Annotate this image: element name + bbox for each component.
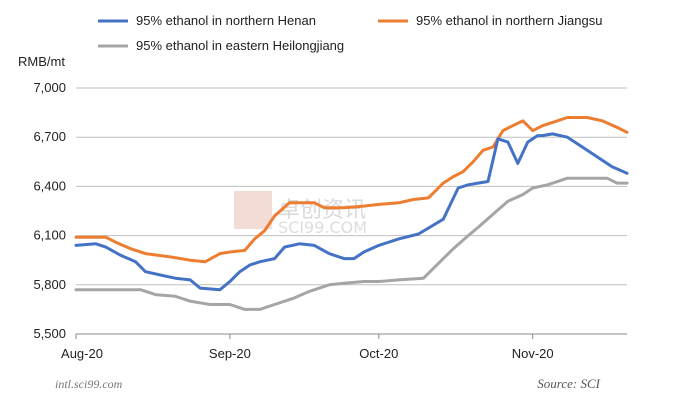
y-axis-ticks: 5,500 5,800 6,100 6,400 6,700 7,000 <box>33 80 66 341</box>
y-axis-unit-label: RMB/mt <box>18 54 65 69</box>
legend-label: 95% ethanol in northern Jiangsu <box>416 13 602 28</box>
watermark-url: SCI99.COM <box>278 218 367 237</box>
watermark-logo <box>234 191 272 229</box>
y-tick-label: 7,000 <box>33 80 66 95</box>
legend-label: 95% ethanol in northern Henan <box>136 13 316 28</box>
x-axis-ticks: Aug-20 Sep-20 Oct-20 Nov-20 <box>61 333 627 361</box>
y-tick-label: 5,500 <box>33 326 66 341</box>
footer-url: intl.sci99.com <box>55 377 123 391</box>
y-tick-label: 6,400 <box>33 178 66 193</box>
series-layer <box>74 116 629 311</box>
x-tick-label: Oct-20 <box>359 346 398 361</box>
watermark: 卓创资讯 SCI99.COM <box>234 191 367 237</box>
series-line-3 <box>74 176 629 311</box>
legend-label: 95% ethanol in eastern Heilongjiang <box>136 38 344 53</box>
y-tick-label: 6,100 <box>33 228 66 243</box>
legend: 95% ethanol in northern Henan 95% ethanol… <box>98 13 602 53</box>
x-tick-label: Nov-20 <box>512 346 554 361</box>
series-line-1 <box>74 132 629 292</box>
x-tick-label: Sep-20 <box>209 346 251 361</box>
x-tick-label: Aug-20 <box>61 346 103 361</box>
source-label: Source: SCI <box>537 376 600 391</box>
y-tick-label: 6,700 <box>33 129 66 144</box>
y-tick-label: 5,800 <box>33 277 66 292</box>
series-line-2 <box>74 116 629 264</box>
